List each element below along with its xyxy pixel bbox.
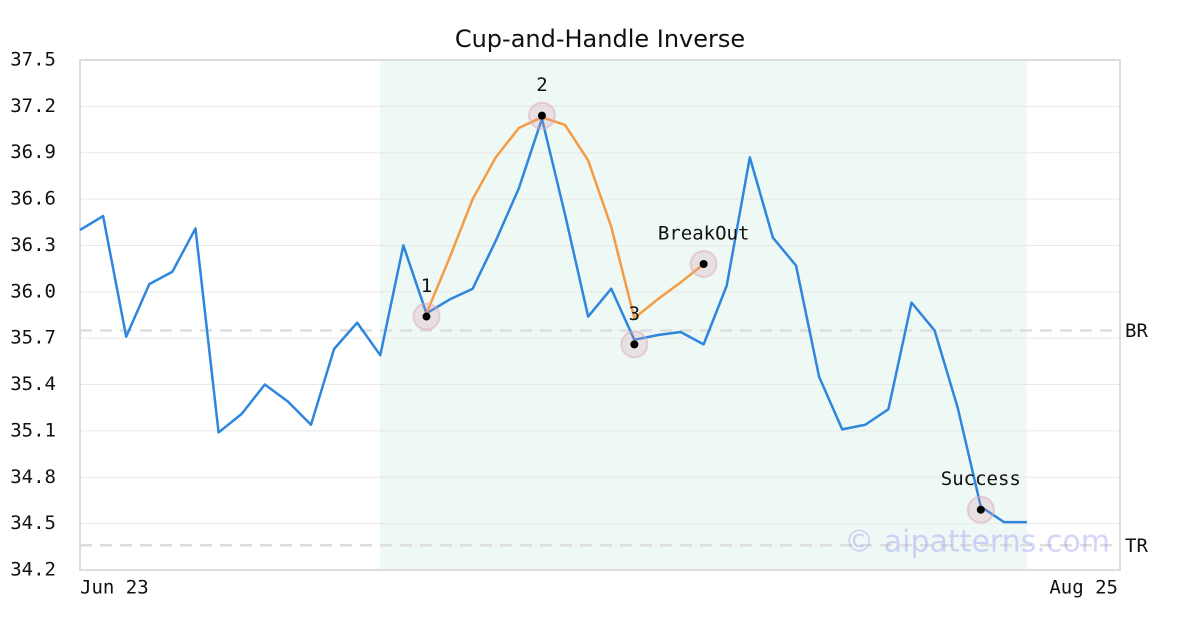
annotation-point <box>699 260 708 268</box>
y-tick-label: 36.3 <box>10 234 56 256</box>
annotation-label: Success <box>941 468 1021 490</box>
y-tick-label: 35.7 <box>10 327 56 349</box>
annotation-label: 2 <box>536 74 547 96</box>
y-tick-label: 35.4 <box>10 373 56 395</box>
annotation-point <box>537 111 546 120</box>
y-tick-label: 36.9 <box>10 141 56 163</box>
y-tick-label: 36.6 <box>10 188 56 210</box>
watermark: © aipatterns.com <box>844 525 1110 560</box>
annotation-point <box>630 340 639 349</box>
annotation-point <box>976 505 985 514</box>
line-series <box>425 115 705 320</box>
x-tick-label: Jun 23 <box>80 577 149 599</box>
y-tick-label: 37.2 <box>10 95 56 117</box>
y-tick-label: 36.0 <box>10 280 56 302</box>
y-tick-label: 34.5 <box>10 512 56 534</box>
highlight-region <box>380 60 1027 570</box>
chart-title: Cup-and-Handle Inverse <box>455 25 745 53</box>
y-tick-label: 34.2 <box>10 559 56 581</box>
y-tick-label: 34.8 <box>10 466 56 488</box>
line-series <box>79 117 1027 524</box>
plot-frame <box>79 59 1121 571</box>
annotation-label: 3 <box>629 303 640 325</box>
reference-label: BR <box>1125 320 1148 342</box>
annotation-point <box>422 312 431 321</box>
annotation-label: 1 <box>421 275 432 297</box>
y-tick-label: 35.1 <box>10 419 56 441</box>
x-tick-label: Aug 25 <box>1049 577 1118 599</box>
y-tick-label: 37.5 <box>10 49 56 71</box>
annotation-label: BreakOut <box>658 223 750 245</box>
reference-label: TR <box>1125 535 1148 557</box>
